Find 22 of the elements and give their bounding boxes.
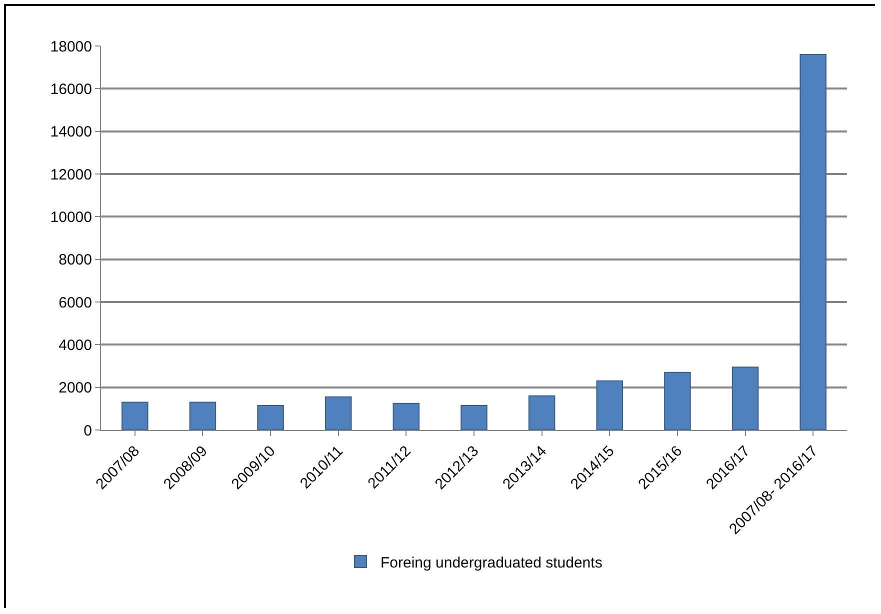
bar bbox=[460, 404, 488, 430]
y-tick-label: 4000 bbox=[58, 336, 92, 354]
bar bbox=[596, 380, 624, 430]
y-tick-label: 10000 bbox=[50, 208, 92, 226]
legend-label: Foreing undergraduated students bbox=[380, 554, 602, 572]
bar bbox=[800, 54, 826, 430]
bar bbox=[257, 404, 284, 430]
y-tick-label: 0 bbox=[84, 422, 92, 440]
bar bbox=[528, 395, 556, 430]
y-tick-label: 14000 bbox=[50, 124, 92, 141]
bar bbox=[664, 372, 691, 430]
y-tick-label: 6000 bbox=[58, 294, 92, 312]
bar bbox=[392, 402, 420, 430]
y-tick-label: 16000 bbox=[50, 80, 92, 98]
y-tick-label: 18000 bbox=[50, 38, 92, 56]
y-tick-label: 12000 bbox=[50, 166, 92, 184]
bar bbox=[122, 402, 148, 430]
bar bbox=[732, 366, 759, 430]
y-tick-label: 8000 bbox=[58, 252, 92, 269]
bar bbox=[324, 396, 352, 430]
bar bbox=[189, 402, 216, 430]
y-tick-label: 2000 bbox=[58, 380, 92, 397]
